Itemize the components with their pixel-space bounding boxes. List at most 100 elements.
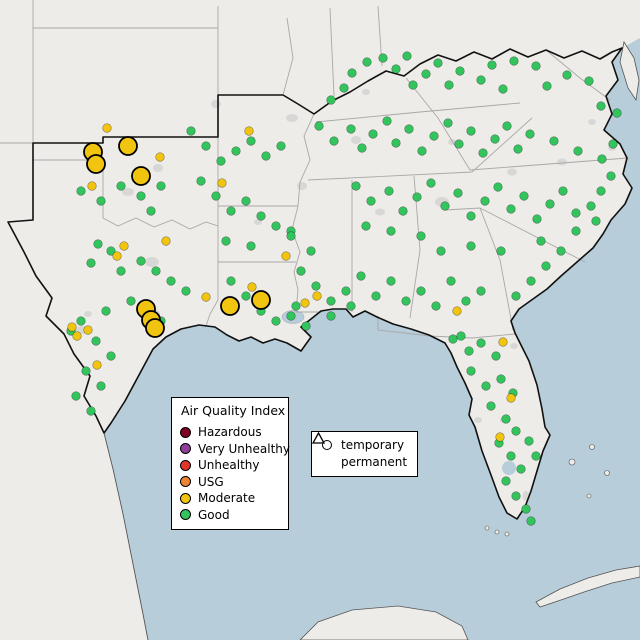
moderate-station-marker	[244, 126, 254, 136]
permanent-label: permanent	[341, 454, 408, 469]
good-station-marker	[466, 211, 476, 221]
good-station-marker	[480, 196, 490, 206]
good-station-marker	[276, 141, 286, 151]
aqi-legend-label: Very Unhealthy	[198, 441, 290, 456]
good-station-marker	[408, 80, 418, 90]
aqi-legend-label: USG	[198, 474, 224, 489]
good-station-marker	[481, 381, 491, 391]
good-station-marker	[426, 178, 436, 188]
state-borders	[0, 0, 629, 339]
good-station-marker	[402, 51, 412, 61]
good-station-marker	[417, 146, 427, 156]
good-station-marker	[93, 239, 103, 249]
good-station-marker	[136, 256, 146, 266]
moderate-station-marker	[300, 298, 310, 308]
good-station-marker	[491, 351, 501, 361]
good-station-marker	[386, 276, 396, 286]
good-station-marker	[329, 136, 339, 146]
good-station-marker	[532, 214, 542, 224]
good-station-marker	[412, 192, 422, 202]
good-station-marker	[146, 206, 156, 216]
good-station-marker	[502, 121, 512, 131]
moderate-temporary-station-marker	[86, 154, 106, 174]
good-station-marker	[76, 186, 86, 196]
moderate-station-marker	[112, 251, 122, 261]
good-station-marker	[306, 246, 316, 256]
good-station-marker	[211, 191, 221, 201]
moderate-station-marker	[312, 291, 322, 301]
good-station-marker	[493, 182, 503, 192]
good-station-marker	[446, 276, 456, 286]
good-station-marker	[96, 381, 106, 391]
good-station-marker	[341, 286, 351, 296]
good-station-marker	[501, 414, 511, 424]
good-station-marker	[101, 306, 111, 316]
good-station-marker	[431, 301, 441, 311]
good-station-marker	[490, 134, 500, 144]
good-station-marker	[556, 246, 566, 256]
good-station-marker	[391, 64, 401, 74]
good-station-marker	[466, 126, 476, 136]
moderate-temporary-station-marker	[118, 136, 138, 156]
aqi-legend-title: Air Quality Index	[181, 403, 286, 418]
good-station-marker	[346, 124, 356, 134]
good-station-marker	[76, 316, 86, 326]
good-station-marker	[368, 129, 378, 139]
good-station-marker	[286, 231, 296, 241]
legend-item-permanent: permanent	[312, 432, 408, 471]
good-station-marker	[311, 281, 321, 291]
hazardous-swatch-icon	[180, 426, 191, 438]
good-station-marker	[357, 143, 367, 153]
moderate-station-marker	[161, 236, 171, 246]
good-station-marker	[256, 211, 266, 221]
good-station-marker	[506, 204, 516, 214]
temporary-label: temporary	[341, 438, 405, 453]
study-region-outline	[7, 47, 633, 520]
moderate-station-marker	[87, 181, 97, 191]
good-swatch-icon	[180, 509, 191, 521]
moderate-temporary-station-marker	[131, 166, 151, 186]
mexico-coastline	[103, 432, 149, 640]
good-station-marker	[524, 436, 534, 446]
good-station-marker	[116, 266, 126, 276]
good-station-marker	[151, 266, 161, 276]
moderate-station-marker	[498, 337, 508, 347]
temporary-circle-icon	[320, 438, 334, 452]
good-station-marker	[466, 366, 476, 376]
good-station-marker	[429, 131, 439, 141]
good-station-marker	[549, 136, 559, 146]
good-station-marker	[271, 221, 281, 231]
good-station-marker	[443, 118, 453, 128]
moderate-station-marker	[247, 282, 257, 292]
good-station-marker	[291, 301, 301, 311]
moderate-temporary-station-marker	[145, 318, 165, 338]
good-station-marker	[96, 196, 106, 206]
good-station-marker	[216, 156, 226, 166]
legend-item-temporary: temporary	[320, 437, 407, 454]
good-station-marker	[382, 116, 392, 126]
good-station-marker	[436, 246, 446, 256]
station-type-legend: temporary permanent	[311, 431, 419, 477]
good-station-marker	[416, 286, 426, 296]
good-station-marker	[608, 139, 618, 149]
good-station-marker	[454, 139, 464, 149]
cuba-island	[535, 565, 640, 608]
good-station-marker	[496, 374, 506, 384]
usg-swatch-icon	[180, 476, 191, 488]
good-station-marker	[81, 366, 91, 376]
small-islands	[484, 444, 610, 537]
good-station-marker	[326, 296, 336, 306]
good-station-marker	[526, 276, 536, 286]
good-station-marker	[106, 351, 116, 361]
good-station-marker	[487, 60, 497, 70]
good-station-marker	[201, 141, 211, 151]
aqi-legend-item-hazardous: Hazardous	[180, 424, 280, 441]
good-station-marker	[181, 286, 191, 296]
moderate-station-marker	[119, 241, 129, 251]
good-station-marker	[186, 126, 196, 136]
moderate-station-marker	[67, 322, 77, 332]
moderate-swatch-icon	[180, 492, 191, 504]
good-station-marker	[498, 84, 508, 94]
good-station-marker	[166, 276, 176, 286]
good-station-marker	[401, 296, 411, 306]
